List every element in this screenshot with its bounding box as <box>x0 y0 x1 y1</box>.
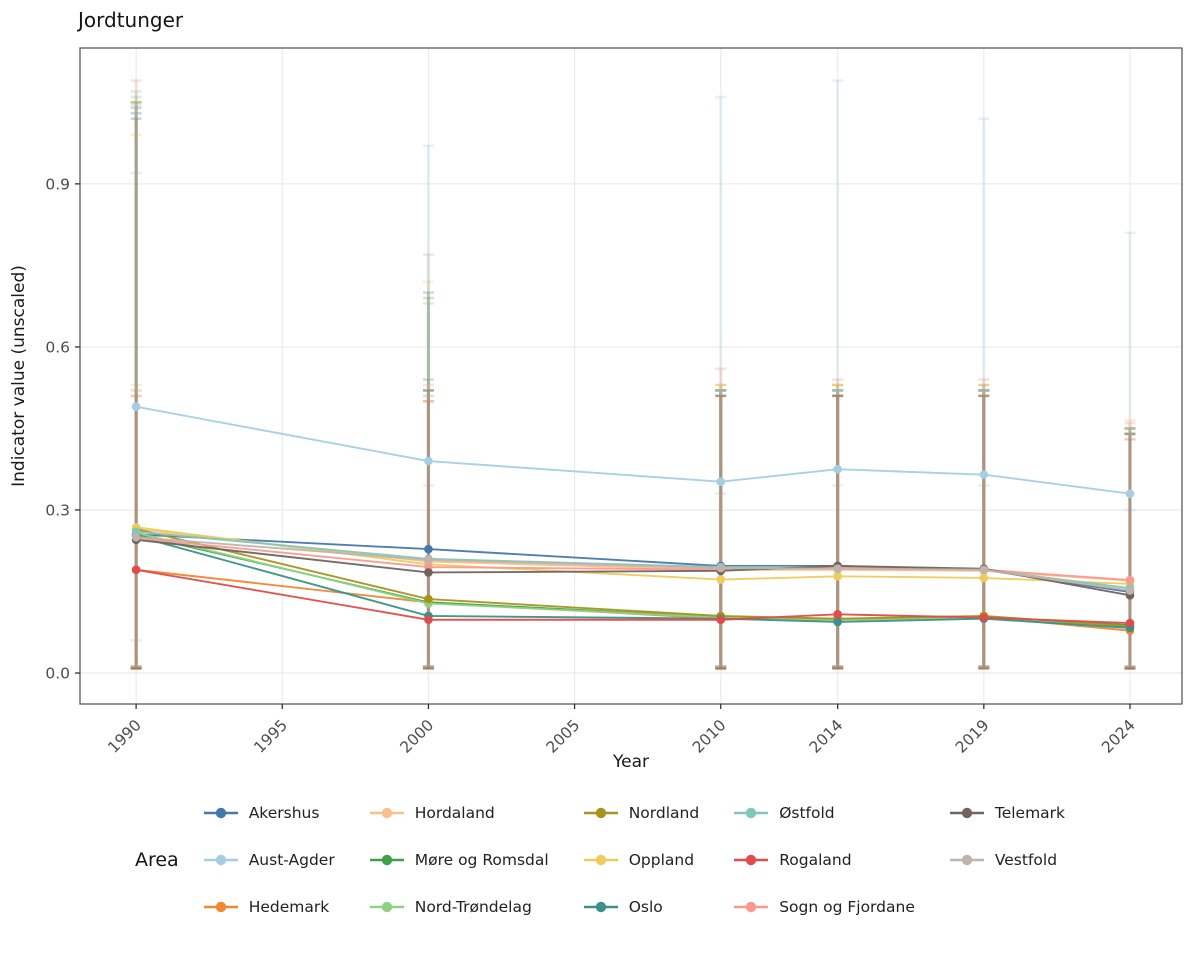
data-point <box>424 544 433 554</box>
legend-item-nord-tr-ndelag: Nord-Trøndelag <box>369 896 549 917</box>
legend-label: Nord-Trøndelag <box>414 897 532 916</box>
data-point <box>716 575 726 584</box>
legend-key-icon <box>734 854 769 865</box>
legend-item-nordland: Nordland <box>583 802 699 823</box>
legend-key-icon <box>583 854 618 865</box>
legend-label: Telemark <box>994 803 1066 822</box>
x-tick-label: 2019 <box>952 716 993 757</box>
y-tick-label: 0.3 <box>45 501 70 519</box>
plot-area: 0.0 0.3 0.6 0.9 1990 1995 2000 2005 2010 2014 2019… <box>45 47 1183 757</box>
legend-key-icon <box>734 807 769 818</box>
legend-key-icon <box>203 854 238 865</box>
legend-key-icon <box>369 901 404 912</box>
data-point <box>1125 575 1135 585</box>
panel-background <box>80 48 1182 704</box>
y-tick-label: 0.9 <box>45 175 70 193</box>
data-point <box>131 402 141 412</box>
x-tick-label: 2014 <box>806 716 847 757</box>
data-point <box>131 565 141 575</box>
data-point <box>833 610 842 619</box>
data-point <box>424 568 433 577</box>
x-tick-label: 1990 <box>104 716 145 757</box>
legend-key-icon <box>203 807 238 818</box>
series-line <box>136 526 1131 585</box>
legend-label: Rogaland <box>779 850 852 869</box>
y-tick-label: 0.0 <box>45 665 70 683</box>
legend-item--stfold: Østfold <box>733 802 915 823</box>
legend-label: Hedemark <box>248 897 330 916</box>
data-point <box>1125 618 1135 628</box>
data-point <box>833 464 842 474</box>
legend-item-oppland: Oppland <box>583 849 699 870</box>
legend-item-oslo: Oslo <box>583 896 699 917</box>
legend-label: Sogn og Fjordane <box>779 897 915 916</box>
x-tick-label: 2005 <box>543 716 584 757</box>
data-point <box>979 613 989 622</box>
legend-item-hordaland: Hordaland <box>369 802 549 823</box>
data-point <box>716 615 726 625</box>
data-point <box>424 555 433 565</box>
x-axis-title: Year <box>613 752 649 772</box>
legend-label: Østfold <box>779 803 835 822</box>
data-point <box>131 532 141 542</box>
legend-key-icon <box>369 807 404 818</box>
legend-item-vestfold: Vestfold <box>949 849 1065 870</box>
legend-item-rogaland: Rogaland <box>733 849 915 870</box>
x-tick-label: 2000 <box>397 716 438 757</box>
legend-key-icon <box>583 901 618 912</box>
x-tick-label: 2024 <box>1098 716 1139 757</box>
data-point <box>716 563 726 573</box>
data-point <box>716 477 726 487</box>
legend-grid: Akershus Aust-Agder Hedemark Hordaland Møre … <box>203 802 1065 917</box>
data-point <box>979 470 989 479</box>
data-point <box>424 594 433 604</box>
legend-title: Area <box>134 848 179 871</box>
series-line <box>135 568 1131 624</box>
legend: Area Akershus Aust-Agder Hedemark Hordaland… <box>0 802 1200 917</box>
legend-key-icon <box>583 807 618 818</box>
legend-item-telemark: Telemark <box>949 802 1065 823</box>
series-line <box>135 405 1131 495</box>
legend-label: Aust-Agder <box>248 850 335 869</box>
legend-label: Nordland <box>628 803 700 822</box>
data-point <box>979 565 989 575</box>
legend-key-icon <box>369 854 404 865</box>
legend-label: Vestfold <box>994 850 1058 869</box>
data-point <box>424 456 433 466</box>
legend-key-icon <box>949 807 984 818</box>
series-line <box>136 536 1131 592</box>
legend-item-hedemark: Hedemark <box>203 896 335 917</box>
legend-label: Oppland <box>628 850 695 869</box>
legend-item-sogn-og-fjordane: Sogn og Fjordane <box>733 896 915 917</box>
chart-title: Jordtunger <box>78 8 184 32</box>
data-point <box>1125 586 1135 595</box>
series-line <box>135 535 1131 629</box>
data-point <box>833 571 842 581</box>
legend-item-aust-agder: Aust-Agder <box>203 849 335 870</box>
legend-key-icon <box>949 854 984 865</box>
legend-label: Hordaland <box>414 803 495 822</box>
data-point <box>979 573 989 583</box>
legend-label: Oslo <box>628 897 663 916</box>
legend-item-m-re-og-romsdal: Møre og Romsdal <box>369 849 549 870</box>
data-point <box>424 615 433 625</box>
y-tick-label: 0.6 <box>45 338 70 356</box>
legend-label: Akershus <box>248 803 320 822</box>
legend-label: Møre og Romsdal <box>414 850 549 869</box>
x-tick-label: 2010 <box>689 716 730 757</box>
x-tick-label: 1995 <box>250 716 291 757</box>
data-point <box>1125 489 1135 498</box>
panel-border <box>79 47 1183 705</box>
data-point <box>833 617 842 627</box>
legend-item-akershus: Akershus <box>203 802 335 823</box>
legend-key-icon <box>203 901 238 912</box>
data-point <box>833 564 842 573</box>
legend-key-icon <box>734 901 769 912</box>
